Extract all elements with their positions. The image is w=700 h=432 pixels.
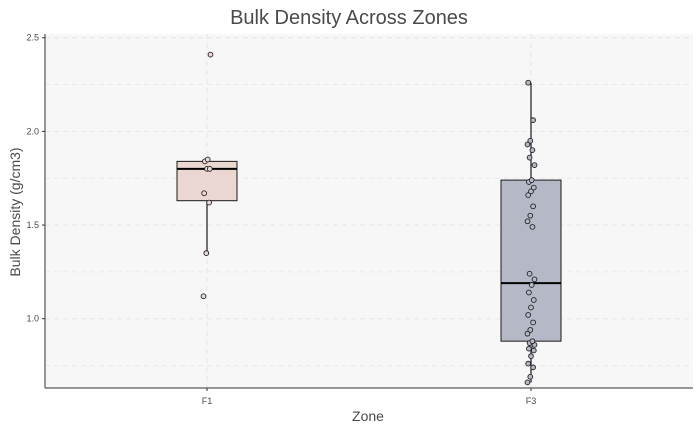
data-point — [531, 162, 538, 168]
box-F3 — [500, 79, 562, 386]
y-tick-label: 2.0 — [26, 126, 39, 136]
data-point — [525, 192, 532, 198]
box-plots — [176, 51, 562, 386]
y-tick-label: 2.5 — [26, 33, 39, 43]
data-point — [527, 137, 534, 144]
data-point — [528, 282, 535, 288]
data-point — [526, 289, 532, 296]
data-point — [530, 297, 537, 303]
data-point — [200, 293, 207, 300]
data-point — [529, 338, 536, 345]
data-point — [528, 177, 535, 183]
data-point — [527, 327, 534, 333]
data-point — [525, 79, 532, 86]
data-point — [530, 347, 537, 354]
data-point — [526, 270, 533, 277]
data-point — [530, 319, 536, 326]
box-rect — [500, 179, 562, 342]
data-point — [206, 199, 212, 206]
data-point — [204, 156, 211, 163]
y-axis-label: Bulk Density (g/cm3) — [7, 147, 23, 276]
data-point — [524, 330, 531, 337]
y-tick-label: 1.5 — [26, 220, 39, 230]
data-point — [203, 250, 210, 256]
data-point — [525, 312, 532, 318]
data-point — [528, 188, 534, 195]
data-point — [526, 154, 533, 161]
plot-panel — [45, 34, 693, 388]
data-point — [530, 364, 536, 371]
data-point — [529, 147, 536, 153]
data-point — [529, 224, 536, 230]
box-F1 — [176, 51, 238, 300]
data-point — [528, 353, 534, 360]
x-axis-label: Zone — [352, 408, 384, 424]
data-point — [530, 184, 537, 191]
data-point — [528, 304, 534, 311]
data-point — [527, 373, 534, 380]
data-point — [525, 360, 532, 367]
data-point — [201, 190, 208, 197]
axes: 1.0 1.5 2.0 2.5 F1 F3 — [26, 33, 693, 406]
x-tick-label: F1 — [202, 396, 213, 406]
y-tick-label: 1.0 — [26, 314, 39, 324]
data-point — [526, 345, 532, 352]
data-point — [207, 51, 214, 58]
data-point — [531, 276, 538, 283]
data-point — [527, 212, 534, 219]
data-point — [530, 117, 536, 124]
data-point — [530, 203, 536, 210]
data-point — [524, 141, 531, 148]
data-point — [206, 166, 213, 172]
data-point — [524, 218, 531, 225]
data-point — [524, 379, 531, 386]
x-tick-label: F3 — [526, 396, 537, 406]
chart-title: Bulk Density Across Zones — [230, 7, 468, 29]
